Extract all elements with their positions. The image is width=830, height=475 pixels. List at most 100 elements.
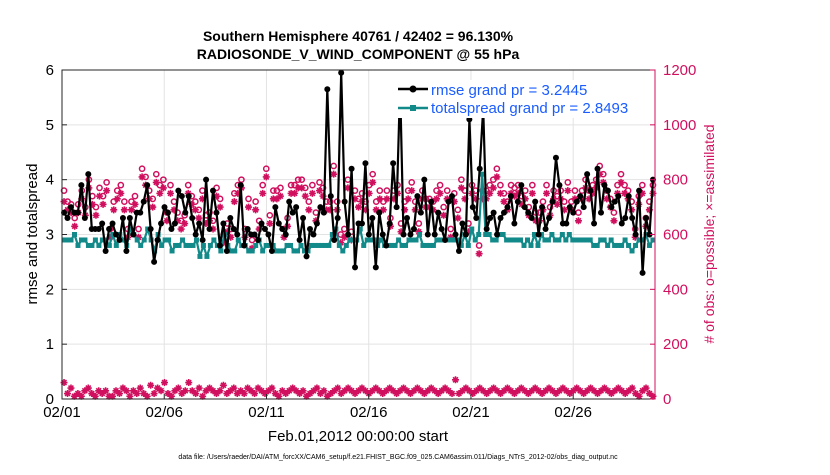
obs-rejected-point <box>524 390 532 398</box>
rmse-point <box>556 182 563 189</box>
obs-assimilated-point <box>603 195 611 203</box>
obs-assimilated-point <box>159 184 167 192</box>
obs-rejected-point <box>91 392 99 400</box>
obs-possible-point <box>121 198 128 205</box>
obs-assimilated-point <box>440 211 448 219</box>
rmse-point <box>85 171 92 178</box>
rmse-point <box>452 231 459 238</box>
obs-possible-point <box>493 165 501 173</box>
obs-rejected-point <box>503 384 511 392</box>
rmse-point <box>307 226 314 233</box>
obs-rejected-point <box>621 390 629 398</box>
totalspread-point <box>591 242 597 248</box>
obs-assimilated-point <box>511 192 519 200</box>
obs-assimilated-point <box>351 195 359 203</box>
totalspread-point <box>566 232 572 237</box>
rmse-point <box>476 165 483 172</box>
rmse-point <box>313 220 320 227</box>
obs-rejected-point <box>70 392 78 400</box>
rmse-point <box>421 176 428 183</box>
y-tick-label-left: 0 <box>46 391 54 408</box>
totalspread-point <box>650 237 656 243</box>
totalspread-point <box>493 237 499 243</box>
totalspread-point <box>563 237 569 243</box>
rmse-point <box>137 209 144 216</box>
totalspread-point <box>193 237 199 243</box>
totalspread-point <box>490 237 496 243</box>
obs-rejected-point <box>417 387 425 395</box>
rmse-point <box>490 209 497 216</box>
legend-spread-label: totalspread grand pr = 2.8493 <box>431 100 628 117</box>
obs-possible-point <box>252 198 259 205</box>
rmse-point <box>123 247 130 254</box>
obs-assimilated-point <box>585 195 593 203</box>
rmse-point <box>227 215 234 222</box>
obs-rejected-point <box>479 387 487 395</box>
x-tick-label: 02/21 <box>452 404 490 421</box>
obs-rejected-point <box>445 387 453 395</box>
totalspread-point <box>545 237 551 243</box>
obs-assimilated-point <box>518 200 526 208</box>
totalspread-point <box>577 237 583 243</box>
rmse-point <box>275 220 282 227</box>
obs-assimilated-point <box>571 195 579 203</box>
rmse-point <box>189 215 196 222</box>
obs-rejected-point <box>424 387 432 395</box>
obs-rejected-point <box>309 387 317 395</box>
rmse-point <box>161 204 168 211</box>
totalspread-point <box>416 232 422 237</box>
obs-assimilated-point <box>88 200 96 208</box>
obs-possible-point <box>433 187 440 194</box>
obs-assimilated-point <box>252 206 260 214</box>
totalspread-point <box>552 237 558 243</box>
totalspread-point <box>465 242 471 248</box>
obs-rejected-point <box>251 390 259 398</box>
obs-rejected-point <box>562 387 570 395</box>
rmse-point <box>622 215 629 222</box>
totalspread-point <box>514 237 520 243</box>
totalspread-point <box>207 242 213 248</box>
totalspread-point <box>315 242 321 248</box>
rmse-point <box>258 220 265 227</box>
obs-possible-point <box>443 187 451 194</box>
totalspread-point <box>629 248 635 254</box>
totalspread-point <box>612 242 618 248</box>
rmse-point <box>78 182 85 189</box>
totalspread-point <box>301 248 307 254</box>
obs-assimilated-point <box>92 211 100 219</box>
obs-rejected-point <box>639 387 647 395</box>
obs-possible-point <box>454 206 462 214</box>
obs-rejected-point <box>240 390 248 398</box>
totalspread-point <box>636 237 642 243</box>
obs-rejected-point <box>538 390 546 398</box>
rmse-point <box>507 193 514 200</box>
rmse-point <box>462 231 469 238</box>
obs-rejected-point <box>396 387 404 395</box>
rmse-point <box>348 165 355 172</box>
obs-rejected-point <box>451 376 459 384</box>
obs-rejected-point <box>150 390 158 398</box>
obs-assimilated-point <box>276 192 284 200</box>
obs-possible-point <box>497 181 504 189</box>
obs-assimilated-point <box>266 220 274 228</box>
obs-rejected-point <box>289 384 297 392</box>
obs-assimilated-point <box>337 239 345 247</box>
obs-rejected-point <box>233 390 241 398</box>
obs-possible-point <box>298 176 306 184</box>
obs-assimilated-point <box>120 206 128 214</box>
obs-assimilated-point <box>138 173 146 181</box>
obs-rejected-point <box>268 384 276 392</box>
obs-rejected-point <box>542 387 550 395</box>
rmse-point <box>345 231 352 238</box>
obs-rejected-point <box>493 387 501 395</box>
obs-rejected-point <box>438 387 446 395</box>
obs-rejected-point <box>192 390 200 398</box>
totalspread-point <box>580 237 586 243</box>
totalspread-point <box>326 242 332 248</box>
totalspread-point <box>89 242 95 248</box>
obs-rejected-point <box>517 384 525 392</box>
obs-rejected-point <box>486 387 494 395</box>
y-tick-label-left: 6 <box>46 62 54 79</box>
obs-rejected-point <box>448 390 456 398</box>
obs-rejected-point <box>98 390 106 398</box>
